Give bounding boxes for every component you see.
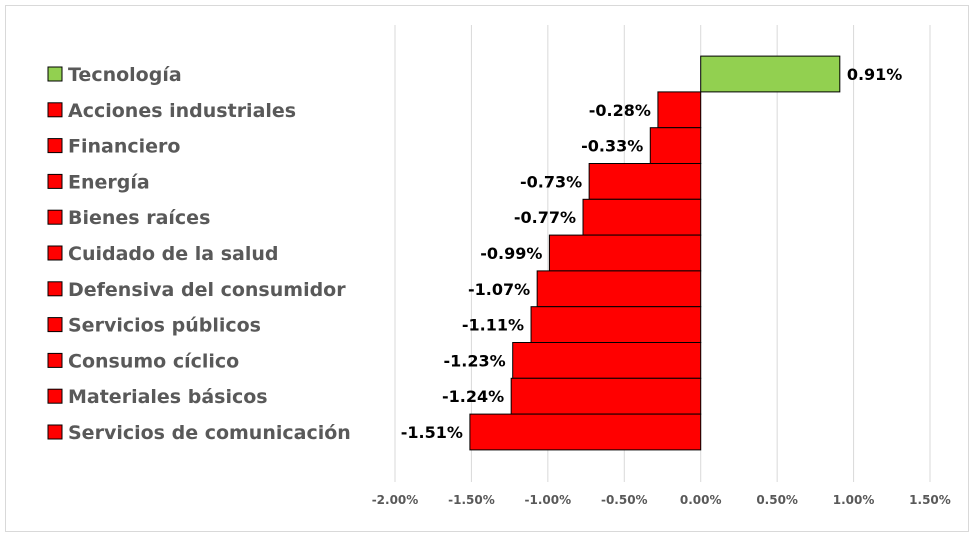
x-tick-label: -1.50% (448, 493, 495, 507)
legend-swatch (47, 102, 63, 118)
legend-swatch (47, 138, 63, 154)
data-label: -0.73% (520, 172, 582, 191)
legend: Tecnología Acciones industriales Financier… (47, 64, 351, 444)
bar (536, 270, 702, 308)
legend-swatch (47, 424, 63, 440)
x-tick-label: 0.00% (680, 493, 722, 507)
legend-entry: Cuidado de la salud (68, 243, 279, 265)
legend-entry: Acciones industriales (68, 100, 296, 122)
legend-entry: Servicios de comunicación (68, 422, 351, 444)
legend-swatch (47, 317, 63, 333)
legend-swatch (47, 352, 63, 368)
data-label: 0.91% (847, 65, 903, 84)
x-tick-label: 1.00% (833, 493, 875, 507)
bar (588, 163, 702, 200)
data-label: -0.28% (589, 101, 651, 120)
x-tick-label: -2.00% (372, 493, 419, 507)
legend-entry: Tecnología (68, 64, 182, 86)
x-axis-tick-labels: -2.00% -1.50% -1.00% -0.50% 0.00% 0.50% 1.00% 1… (372, 493, 951, 507)
bars (469, 55, 841, 451)
bar (582, 198, 702, 236)
value-labels: 0.91% -0.28% -0.33% -0.73% -0.77% -0.99% -1.07… (401, 65, 903, 442)
legend-swatch (47, 173, 63, 189)
legend-swatch (47, 281, 63, 297)
x-tick-label: -1.00% (525, 493, 572, 507)
x-tick-label: 1.50% (909, 493, 951, 507)
legend-entry: Financiero (68, 136, 180, 158)
legend-swatch (47, 209, 63, 225)
x-tick-label: 0.50% (756, 493, 798, 507)
bar (512, 342, 702, 379)
legend-entry: Materiales básicos (68, 386, 268, 408)
bar (548, 234, 702, 272)
legend-entry: Consumo cíclico (68, 350, 239, 372)
legend-entry: Energía (68, 171, 150, 193)
legend-swatch (47, 388, 63, 404)
x-tick-label: -0.50% (601, 493, 648, 507)
data-label: -1.24% (442, 387, 504, 406)
bar (649, 127, 702, 164)
bar (469, 413, 702, 451)
legend-entry: Defensiva del consumidor (68, 279, 346, 301)
data-label: -1.11% (462, 316, 524, 335)
data-label: -0.77% (514, 208, 576, 227)
data-label: -0.99% (480, 244, 542, 263)
bar (530, 306, 702, 344)
legend-swatch (47, 66, 63, 82)
bar (700, 55, 841, 93)
data-label: -1.51% (401, 423, 463, 442)
bar (657, 91, 702, 129)
legend-entry: Bienes raíces (68, 207, 210, 229)
legend-entry: Servicios públicos (68, 315, 261, 337)
data-label: -1.07% (468, 280, 530, 299)
legend-swatch (47, 245, 63, 261)
data-label: -1.23% (444, 351, 506, 370)
data-label: -0.33% (581, 137, 643, 156)
bar (510, 377, 702, 415)
